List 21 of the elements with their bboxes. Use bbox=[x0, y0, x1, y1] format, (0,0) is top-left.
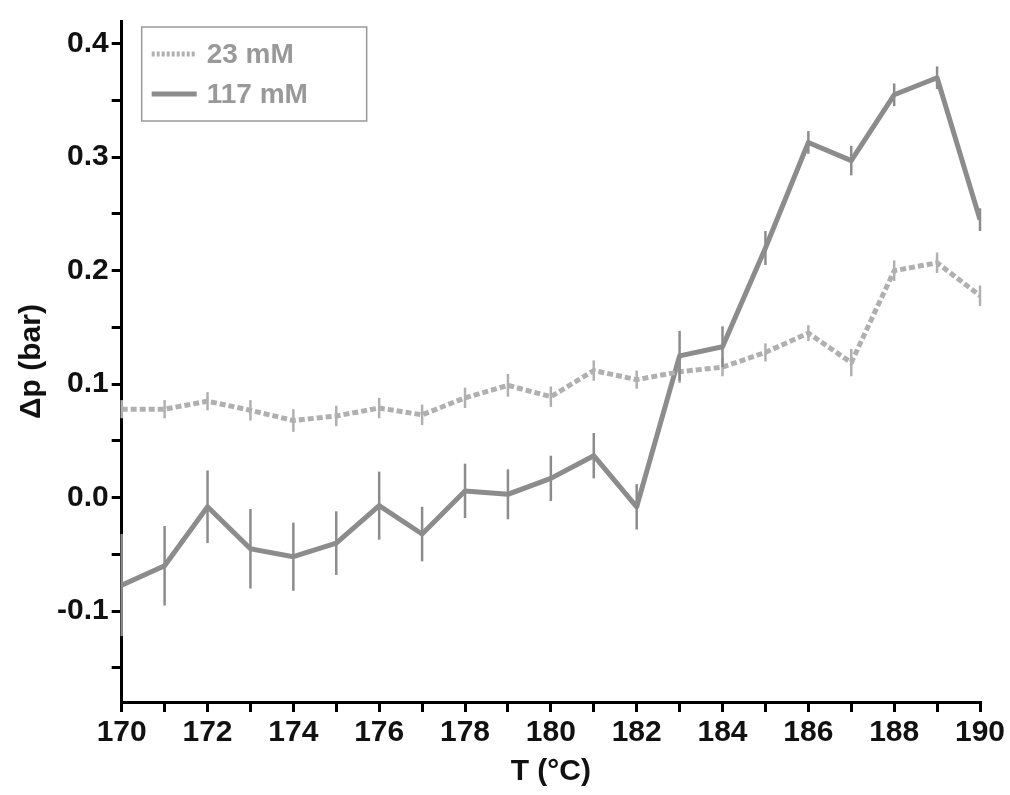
x-tick-label: 170 bbox=[96, 714, 147, 748]
y-tick-label: -0.1 bbox=[56, 592, 109, 626]
x-tick-label: 178 bbox=[439, 714, 491, 748]
x-axis-title: T (°C) bbox=[510, 753, 591, 787]
x-tick-label: 184 bbox=[697, 714, 748, 748]
y-tick-label: 0.0 bbox=[66, 478, 109, 512]
x-tick-label: 174 bbox=[268, 714, 319, 748]
x-tick-label: 172 bbox=[182, 714, 233, 748]
y-tick-label: 0.2 bbox=[66, 251, 109, 285]
x-tick-label: 188 bbox=[869, 714, 920, 748]
x-tick-label: 186 bbox=[783, 714, 834, 748]
legend-label: 23 mM bbox=[206, 37, 294, 69]
legend-label: 117 mM bbox=[206, 77, 308, 109]
y-tick-label: 0.1 bbox=[66, 365, 109, 399]
x-tick-label: 180 bbox=[525, 714, 576, 748]
y-tick-label: 0.4 bbox=[66, 24, 109, 58]
x-tick-label: 176 bbox=[354, 714, 405, 748]
x-tick-label: 190 bbox=[954, 714, 1006, 748]
y-axis-title: Δp (bar) bbox=[13, 304, 47, 419]
x-tick-label: 182 bbox=[611, 714, 662, 748]
y-tick-label: 0.3 bbox=[66, 138, 109, 172]
